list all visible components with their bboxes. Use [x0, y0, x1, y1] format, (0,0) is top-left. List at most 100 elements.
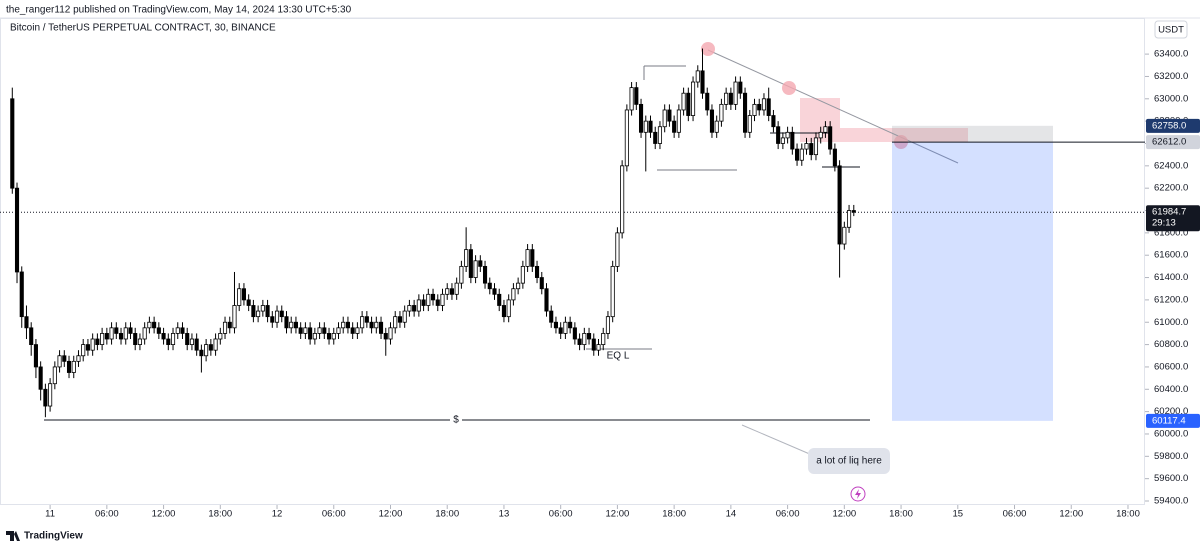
x-tick-label: 12:00 — [832, 509, 856, 520]
candle-body — [421, 299, 426, 306]
candle-body — [326, 333, 332, 340]
candle-body — [100, 333, 105, 345]
candle-body — [657, 126, 663, 144]
x-tick-label: 12 — [272, 509, 283, 520]
candle-body — [705, 92, 710, 111]
candle-body — [553, 321, 559, 329]
candle-body — [142, 327, 147, 340]
candle-body — [241, 288, 246, 301]
y-tick-label: 61600.0 — [1154, 250, 1188, 261]
candle-body — [76, 355, 81, 362]
candle-body — [487, 282, 492, 290]
target-zone — [892, 142, 1053, 421]
candle-body — [284, 316, 289, 329]
candle-body — [369, 321, 374, 329]
candle-body — [549, 310, 554, 323]
candle-body — [90, 338, 95, 351]
candle-body — [771, 115, 776, 128]
candle-body — [752, 103, 757, 116]
candle-body — [459, 265, 464, 284]
candle-body — [776, 126, 781, 144]
candle-body — [341, 321, 346, 329]
candle-body — [454, 282, 459, 295]
candle-body — [232, 305, 237, 329]
candle-body — [847, 210, 852, 228]
candle-body — [274, 310, 280, 323]
candle-body — [482, 265, 488, 284]
candle-body — [714, 120, 719, 133]
candle-body — [577, 338, 582, 345]
annotation: $ — [453, 415, 459, 426]
candle-body — [832, 148, 837, 167]
candle-body — [152, 321, 157, 329]
x-tick-label: 18:00 — [889, 509, 913, 520]
candle-body — [260, 305, 265, 312]
y-tick-label: 62200.0 — [1154, 183, 1188, 194]
candle-body — [506, 299, 511, 318]
candle-body — [298, 327, 303, 334]
candle-body — [629, 87, 634, 111]
price-tag — [1146, 118, 1200, 133]
candle-body — [667, 109, 672, 122]
candle-body — [331, 333, 336, 340]
candle-body — [364, 316, 369, 323]
candle-body — [813, 137, 819, 156]
candle-body — [520, 265, 525, 284]
candle-body — [312, 333, 317, 340]
candle-body — [29, 327, 34, 345]
callout-box — [808, 448, 890, 474]
price-tag — [1146, 413, 1200, 428]
candle-body — [464, 249, 469, 267]
candle-body — [388, 327, 393, 340]
price-tag-label: 60117.4 — [1152, 415, 1186, 426]
candle-body — [430, 293, 436, 301]
candle-body — [596, 344, 601, 351]
candle-body — [147, 321, 152, 329]
candle-body — [128, 327, 133, 334]
candle-body — [218, 333, 223, 340]
candle-body — [747, 115, 752, 133]
candle-body — [48, 383, 53, 407]
candle-body — [227, 321, 232, 329]
candle-body — [530, 249, 535, 267]
candle-body — [615, 232, 620, 267]
candle-body — [591, 338, 596, 351]
candle-body — [222, 321, 228, 334]
candle-body — [445, 288, 450, 295]
price-tag-label: 61984.7 — [1152, 207, 1186, 218]
x-tick-label: 06:00 — [95, 509, 119, 520]
x-tick-label: 12:00 — [606, 509, 630, 520]
candle-body — [761, 98, 767, 111]
y-tick-label: 62400.0 — [1154, 160, 1188, 171]
candle-body — [525, 249, 530, 267]
candle-body — [605, 316, 611, 334]
y-tick-label: 61400.0 — [1154, 272, 1188, 283]
candle-body — [516, 282, 521, 290]
candle-body — [166, 338, 171, 345]
candle-body — [355, 327, 360, 334]
candle-body — [109, 327, 114, 340]
x-tick-label: 12:00 — [152, 509, 176, 520]
candle-body — [95, 338, 100, 345]
y-tick-label: 61200.0 — [1154, 294, 1188, 305]
unit-box — [1154, 20, 1188, 39]
candle-body — [270, 316, 275, 323]
candle-body — [648, 120, 653, 133]
y-tick-label: 60800.0 — [1154, 339, 1188, 350]
candle-body — [676, 109, 681, 133]
candle-body — [43, 388, 48, 407]
y-tick-label: 61800.0 — [1154, 227, 1188, 238]
x-tick-label: 18:00 — [435, 509, 459, 520]
candle-body — [742, 92, 748, 133]
candle-body — [478, 260, 483, 267]
x-tick-label: 06:00 — [1003, 509, 1027, 520]
candle-body — [620, 165, 625, 234]
candle-body — [412, 305, 417, 312]
y-tick-label: 60000.0 — [1154, 428, 1188, 439]
x-tick-label: 18:00 — [662, 509, 686, 520]
candle-body — [690, 81, 696, 116]
candle-body — [634, 87, 639, 105]
candle-body — [818, 131, 823, 139]
candle-body — [435, 299, 440, 306]
